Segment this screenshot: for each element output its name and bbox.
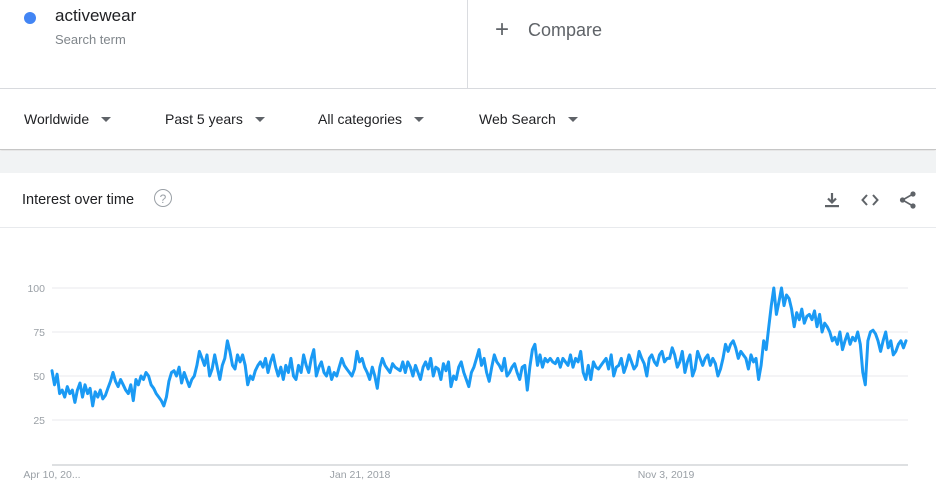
caret-down-icon xyxy=(414,116,425,122)
filter-bar: Worldwide Past 5 years All categories We… xyxy=(0,89,936,150)
time-range-filter-dropdown[interactable]: Past 5 years xyxy=(165,109,265,129)
download-icon[interactable] xyxy=(822,190,842,210)
search-term-type: Search term xyxy=(55,32,126,47)
y-tick-label: 50 xyxy=(33,371,45,383)
search-term-name[interactable]: activewear xyxy=(55,6,137,25)
x-tick-label: Jan 21, 2018 xyxy=(330,469,391,481)
category-filter-dropdown[interactable]: All categories xyxy=(318,109,425,129)
category-filter-label: All categories xyxy=(318,111,403,127)
section-divider xyxy=(0,151,936,173)
y-tick-label: 75 xyxy=(33,327,45,339)
search-term-card[interactable]: activewear Search term xyxy=(0,0,468,88)
y-tick-label: 100 xyxy=(27,283,45,295)
time-range-filter-label: Past 5 years xyxy=(165,111,243,127)
widget-title: Interest over time xyxy=(22,192,135,208)
region-filter-label: Worldwide xyxy=(24,111,90,127)
compare-button[interactable]: + Compare xyxy=(492,17,602,43)
caret-down-icon xyxy=(101,116,112,122)
plus-icon: + xyxy=(494,16,509,43)
caret-down-icon xyxy=(567,116,578,122)
region-filter-dropdown[interactable]: Worldwide xyxy=(24,109,112,129)
help-circle-icon[interactable]: ? xyxy=(154,189,172,207)
interest-over-time-header: Interest over time ? xyxy=(0,173,936,228)
series-line xyxy=(50,286,908,408)
x-tick-label: Nov 3, 2019 xyxy=(638,469,695,481)
y-tick-label: 25 xyxy=(33,415,45,427)
term-color-dot xyxy=(24,12,36,24)
search-type-filter-label: Web Search xyxy=(479,111,556,127)
line-chart: 100 75 50 25 Apr 10, 20... Jan 21, 2018 Nov 3,… xyxy=(23,283,908,481)
search-term-bar: activewear Search term + Compare xyxy=(0,0,936,89)
share-icon[interactable] xyxy=(898,190,918,210)
search-type-filter-dropdown[interactable]: Web Search xyxy=(479,109,578,129)
embed-code-icon[interactable] xyxy=(860,190,880,210)
caret-down-icon xyxy=(254,116,265,122)
interest-over-time-chart: 100 75 50 25 Apr 10, 20... Jan 21, 2018 Nov 3,… xyxy=(0,228,936,488)
x-tick-label: Apr 10, 20... xyxy=(23,469,80,481)
compare-label: Compare xyxy=(528,19,603,40)
